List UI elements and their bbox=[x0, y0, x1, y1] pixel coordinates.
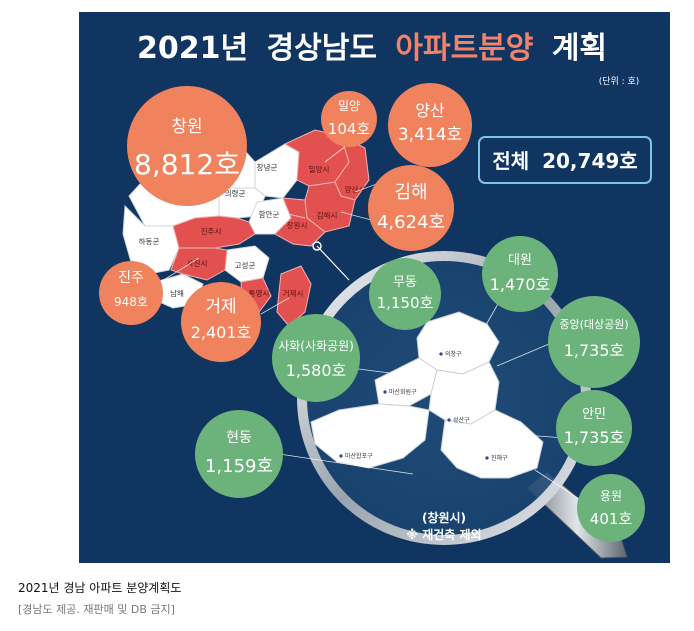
bubble-yongwon-value: 401호 bbox=[590, 510, 633, 528]
zoom-pointer bbox=[316, 245, 350, 281]
bubble-daewon-value: 1,470호 bbox=[490, 275, 551, 294]
bubble-geoje: 거제 2,401호 bbox=[181, 282, 261, 362]
region-sacheon bbox=[170, 247, 228, 281]
unit-label: (단위 : 호) bbox=[599, 76, 640, 87]
bubble-yongwon: 용원 401호 bbox=[577, 474, 645, 542]
svg-text:전체 20,749호: 전체 20,749호 bbox=[492, 149, 637, 173]
title-highlight: 아파트분양 bbox=[395, 31, 533, 66]
bubble-jinju-name: 진주 bbox=[118, 270, 144, 286]
bubble-mudong-name: 무동 bbox=[393, 275, 417, 290]
bubble-jungang-value: 1,735호 bbox=[564, 341, 625, 360]
district-label-masanhoewon: 마산회원구 bbox=[389, 388, 417, 396]
bubble-anmin: 안민 1,735호 bbox=[556, 390, 632, 466]
total-label: 전체 bbox=[492, 149, 529, 173]
bubble-hyeondong: 현동 1,159호 bbox=[195, 410, 283, 498]
bubble-jungang-name: 중앙(대상공원) bbox=[559, 318, 628, 331]
bubble-gimhae-name: 김해 bbox=[394, 182, 427, 203]
bubble-daewon-name: 대원 bbox=[508, 253, 532, 268]
map-label-yangsan: 양산시 bbox=[345, 184, 366, 194]
bubble-jinju-value: 948호 bbox=[114, 295, 148, 309]
district-masanhappo bbox=[310, 403, 430, 469]
map-label-gimhae: 김해시 bbox=[317, 210, 338, 220]
title-suffix: 계획 bbox=[552, 31, 607, 66]
map-label-goseong: 고성군 bbox=[235, 261, 256, 270]
bubble-sahwa-name: 사화(사화공원) bbox=[278, 339, 354, 353]
svg-text:2021년 경상남도 아파트분양: 2021년 경상남도 아파트분양 계획 bbox=[137, 31, 607, 66]
bubble-geoje-value: 2,401호 bbox=[191, 323, 252, 342]
map-label-hadong: 하동군 bbox=[139, 236, 160, 246]
changwon-city-map: 의창구 마산회원구 성산구 마산합포구 진해구 (창원시) ※ 재건축 제외 bbox=[310, 311, 544, 542]
infographic-canvas: 2021년 경상남도 아파트분양 계획 (단위 : 호) 창녕군 밀양시 양산시… bbox=[99, 31, 652, 559]
inset-note: ※ 재건축 제외 bbox=[406, 527, 481, 542]
title-year: 2021년 bbox=[137, 31, 248, 66]
bubble-daewon: 대원 1,470호 bbox=[482, 236, 558, 312]
inset-city: (창원시) bbox=[422, 510, 466, 525]
bubble-hyeondong-name: 현동 bbox=[226, 430, 252, 446]
map-label-namhae: 남해 bbox=[170, 288, 184, 298]
bubble-miryang: 밀양 104호 bbox=[321, 91, 377, 147]
bubble-sahwa-value: 1,580호 bbox=[286, 361, 347, 380]
district-label-jinhae: 진해구 bbox=[491, 454, 508, 462]
bubble-gimhae: 김해 4,624호 bbox=[368, 165, 454, 251]
bubble-jinju: 진주 948호 bbox=[99, 261, 163, 325]
bubble-geoje-name: 거제 bbox=[205, 297, 236, 317]
district-seongsan bbox=[428, 361, 500, 425]
bubble-yongwon-name: 용원 bbox=[600, 489, 622, 503]
map-label-changwon: 창원시 bbox=[287, 221, 308, 230]
bubble-miryang-value: 104호 bbox=[328, 120, 371, 138]
bubble-gimhae-value: 4,624호 bbox=[377, 212, 445, 233]
bubble-changwon-value: 8,812호 bbox=[134, 148, 240, 181]
district-label-uichang: 의창구 bbox=[445, 350, 462, 358]
bubble-mudong: 무동 1,150호 bbox=[369, 258, 441, 330]
district-label-masanhappo: 마산합포구 bbox=[345, 452, 373, 460]
total-box: 전체 20,749호 bbox=[478, 136, 652, 184]
bubble-hyeondong-value: 1,159호 bbox=[205, 456, 273, 477]
region-changwon bbox=[274, 197, 326, 247]
bubble-miryang-name: 밀양 bbox=[338, 99, 360, 113]
bubble-yangsan: 양산 3,414호 bbox=[388, 83, 472, 167]
bubble-yangsan-value: 3,414호 bbox=[398, 125, 462, 145]
bubble-changwon: 창원 8,812호 bbox=[127, 86, 247, 206]
region-hadong bbox=[122, 204, 180, 275]
bubble-yangsan-name: 양산 bbox=[415, 101, 445, 120]
bubble-jungang: 중앙(대상공원) 1,735호 bbox=[548, 296, 640, 388]
map-label-tongyeong: 통영시 bbox=[249, 288, 270, 298]
map-label-uiryeong: 의령군 bbox=[225, 188, 246, 198]
bubble-anmin-name: 안민 bbox=[582, 407, 606, 422]
bubble-mudong-value: 1,150호 bbox=[377, 294, 434, 312]
map-label-sacheon: 사천시 bbox=[187, 258, 208, 268]
map-label-geoje: 거제시 bbox=[283, 289, 304, 298]
map-label-haman: 함안군 bbox=[259, 209, 280, 219]
zoom-pointer-origin bbox=[312, 241, 322, 251]
bubble-sahwa: 사화(사화공원) 1,580호 bbox=[272, 314, 360, 402]
bubble-changwon-name: 창원 bbox=[171, 117, 202, 137]
map-label-miryang: 밀양시 bbox=[309, 165, 330, 174]
map-label-changnyeong: 창녕군 bbox=[257, 163, 278, 172]
bubble-anmin-value: 1,735호 bbox=[564, 428, 625, 447]
infographic: 2021년 경상남도 아파트분양 계획 (단위 : 호) 창녕군 밀양시 양산시… bbox=[79, 12, 670, 563]
district-label-seongsan: 성산구 bbox=[453, 416, 470, 424]
title: 2021년 경상남도 아파트분양 계획 bbox=[137, 31, 607, 66]
caption-source: [경남도 제공. 재판매 및 DB 금지] bbox=[18, 603, 175, 616]
caption-title: 2021년 경남 아파트 분양계획도 bbox=[18, 581, 182, 595]
title-region: 경상남도 bbox=[267, 31, 377, 66]
district-jinhae bbox=[440, 409, 544, 479]
total-value: 20,749호 bbox=[542, 149, 638, 173]
map-label-jinju: 진주시 bbox=[201, 226, 222, 236]
